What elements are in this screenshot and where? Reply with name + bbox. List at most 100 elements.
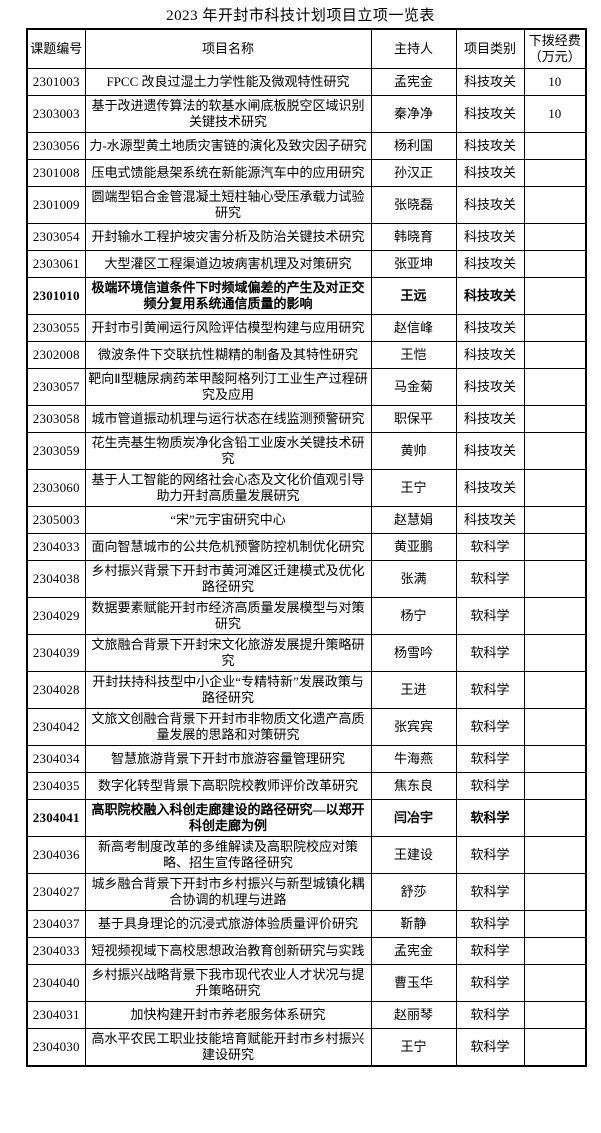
leader-cell: 王恺 — [370, 341, 457, 369]
project-name-cell: 基于改进遗传算法的软基水闸底板脱空区域识别关键技术研究 — [84, 95, 372, 133]
project-name-cell: 开封扶持科技型中小企业“专精特新”发展政策与路径研究 — [84, 671, 372, 709]
table-row: 2301003 FPCC 改良过湿土力学性能及微观特性研究 孟宪金 科技攻关 10 — [26, 68, 587, 96]
category-cell: 软科学 — [455, 1028, 525, 1067]
funding-cell — [523, 469, 587, 507]
table-row: 2303055 开封市引黄闸运行风险评估模型构建与应用研究 赵信峰 科技攻关 — [26, 314, 587, 342]
project-id-cell: 2302008 — [26, 341, 86, 369]
project-id-cell: 2304040 — [26, 964, 86, 1002]
project-name-cell: 城乡融合背景下开封市乡村振兴与新型城镇化耦合协调的机理与进路 — [84, 873, 372, 911]
project-id-cell: 2304033 — [26, 533, 86, 561]
funding-cell — [523, 533, 587, 561]
category-cell: 软科学 — [455, 836, 525, 874]
funding-cell — [523, 223, 587, 251]
table-row: 2303056 力-水源型黄土地质灾害链的演化及致灾因子研究 杨利国 科技攻关 — [26, 132, 587, 160]
funding-cell — [523, 937, 587, 965]
category-cell: 软科学 — [455, 799, 525, 837]
leader-cell: 杨宁 — [370, 597, 457, 635]
funding-cell — [523, 964, 587, 1002]
project-name-cell: 面向智慧城市的公共危机预警防控机制优化研究 — [84, 533, 372, 561]
leader-cell: 秦净净 — [370, 95, 457, 133]
leader-cell: 职保平 — [370, 405, 457, 433]
category-cell: 软科学 — [455, 772, 525, 800]
funding-cell: 10 — [523, 68, 587, 96]
project-name-cell: 数字化转型背景下高职院校教师评价改革研究 — [84, 772, 372, 800]
project-id-cell: 2303058 — [26, 405, 86, 433]
table-row: 2301009 圆端型铝合金管混凝土短柱轴心受压承载力试验研究 张晓磊 科技攻关 — [26, 186, 587, 224]
leader-cell: 张晓磊 — [370, 186, 457, 224]
funding-cell — [523, 873, 587, 911]
category-cell: 软科学 — [455, 533, 525, 561]
funding-cell — [523, 250, 587, 278]
project-name-cell: 极端环境信道条件下时频域偏差的产生及对正交频分复用系统通信质量的影响 — [84, 277, 372, 315]
project-id-cell: 2304027 — [26, 873, 86, 911]
project-name-cell: 短视频视域下高校思想政治教育创新研究与实践 — [84, 937, 372, 965]
project-name-cell: 乡村振兴战略背景下我市现代农业人才状况与提升策略研究 — [84, 964, 372, 1002]
table-row: 2303054 开封输水工程护坡灾害分析及防治关键技术研究 韩晓育 科技攻关 — [26, 223, 587, 251]
project-id-cell: 2304037 — [26, 910, 86, 938]
category-cell: 软科学 — [455, 873, 525, 911]
leader-cell: 赵慧娟 — [370, 506, 457, 534]
category-cell: 科技攻关 — [455, 95, 525, 133]
table-row: 2304033 面向智慧城市的公共危机预警防控机制优化研究 黄亚鹏 软科学 — [26, 533, 587, 561]
leader-cell: 牛海燕 — [370, 745, 457, 773]
category-cell: 软科学 — [455, 964, 525, 1002]
category-cell: 科技攻关 — [455, 132, 525, 160]
table-header-row: 课题编号 项目名称 主持人 项目类别 下拨经费（万元） — [26, 28, 587, 69]
table-row: 2305003 “宋”元宇宙研究中心 赵慧娟 科技攻关 — [26, 506, 587, 534]
leader-cell: 孟宪金 — [370, 68, 457, 96]
header-project-name: 项目名称 — [84, 28, 372, 69]
table-row: 2303060 基于人工智能的网络社会心态及文化价值观引导助力开封高质量发展研究王… — [26, 469, 587, 507]
project-id-cell: 2301008 — [26, 159, 86, 187]
project-id-cell: 2305003 — [26, 506, 86, 534]
project-id-cell: 2304042 — [26, 708, 86, 746]
leader-cell: 杨利国 — [370, 132, 457, 160]
table-row: 2303058 城市管道振动机理与运行状态在线监测预警研究 职保平 科技攻关 — [26, 405, 587, 433]
leader-cell: 张亚坤 — [370, 250, 457, 278]
project-id-cell: 2303054 — [26, 223, 86, 251]
funding-cell — [523, 314, 587, 342]
table-row: 2304029 数据要素赋能开封市经济高质量发展模型与对策研究 杨宁 软科学 — [26, 597, 587, 635]
category-cell: 科技攻关 — [455, 469, 525, 507]
project-name-cell: 微波条件下交联抗性糊精的制备及其特性研究 — [84, 341, 372, 369]
category-cell: 科技攻关 — [455, 368, 525, 406]
project-id-cell: 2303003 — [26, 95, 86, 133]
table-row: 2304040 乡村振兴战略背景下我市现代农业人才状况与提升策略研究 曹玉华 软科学 — [26, 964, 587, 1002]
category-cell: 科技攻关 — [455, 314, 525, 342]
leader-cell: 张宾宾 — [370, 708, 457, 746]
leader-cell: 焦东良 — [370, 772, 457, 800]
leader-cell: 王进 — [370, 671, 457, 709]
project-name-cell: 压电式馈能悬架系统在新能源汽车中的应用研究 — [84, 159, 372, 187]
project-name-cell: 智慧旅游背景下开封市旅游容量管理研究 — [84, 745, 372, 773]
project-id-cell: 2303060 — [26, 469, 86, 507]
project-id-cell: 2304028 — [26, 671, 86, 709]
project-id-cell: 2303055 — [26, 314, 86, 342]
funding-cell — [523, 708, 587, 746]
project-id-cell: 2303057 — [26, 368, 86, 406]
leader-cell: 杨雪吟 — [370, 634, 457, 672]
leader-cell: 韩晓育 — [370, 223, 457, 251]
project-id-cell: 2304036 — [26, 836, 86, 874]
funding-cell — [523, 671, 587, 709]
project-id-cell: 2304035 — [26, 772, 86, 800]
category-cell: 软科学 — [455, 708, 525, 746]
table-header: 课题编号 项目名称 主持人 项目类别 下拨经费（万元） — [26, 28, 587, 69]
project-id-cell: 2304038 — [26, 560, 86, 598]
funding-cell — [523, 560, 587, 598]
category-cell: 软科学 — [455, 597, 525, 635]
category-cell: 科技攻关 — [455, 277, 525, 315]
project-id-cell: 2304031 — [26, 1001, 86, 1029]
project-id-cell: 2304034 — [26, 745, 86, 773]
category-cell: 科技攻关 — [455, 250, 525, 278]
project-name-cell: 圆端型铝合金管混凝土短柱轴心受压承载力试验研究 — [84, 186, 372, 224]
project-id-cell: 2304041 — [26, 799, 86, 837]
project-id-cell: 2303061 — [26, 250, 86, 278]
table-row: 2304041 高职院校融入科创走廊建设的路径研究—以郑开科创走廊为例 闫冶宇 软科学 — [26, 799, 587, 837]
leader-cell: 马金菊 — [370, 368, 457, 406]
category-cell: 科技攻关 — [455, 159, 525, 187]
funding-cell — [523, 186, 587, 224]
funding-cell — [523, 597, 587, 635]
project-name-cell: 基于具身理论的沉浸式旅游体验质量评价研究 — [84, 910, 372, 938]
category-cell: 软科学 — [455, 1001, 525, 1029]
project-name-cell: 开封输水工程护坡灾害分析及防治关键技术研究 — [84, 223, 372, 251]
